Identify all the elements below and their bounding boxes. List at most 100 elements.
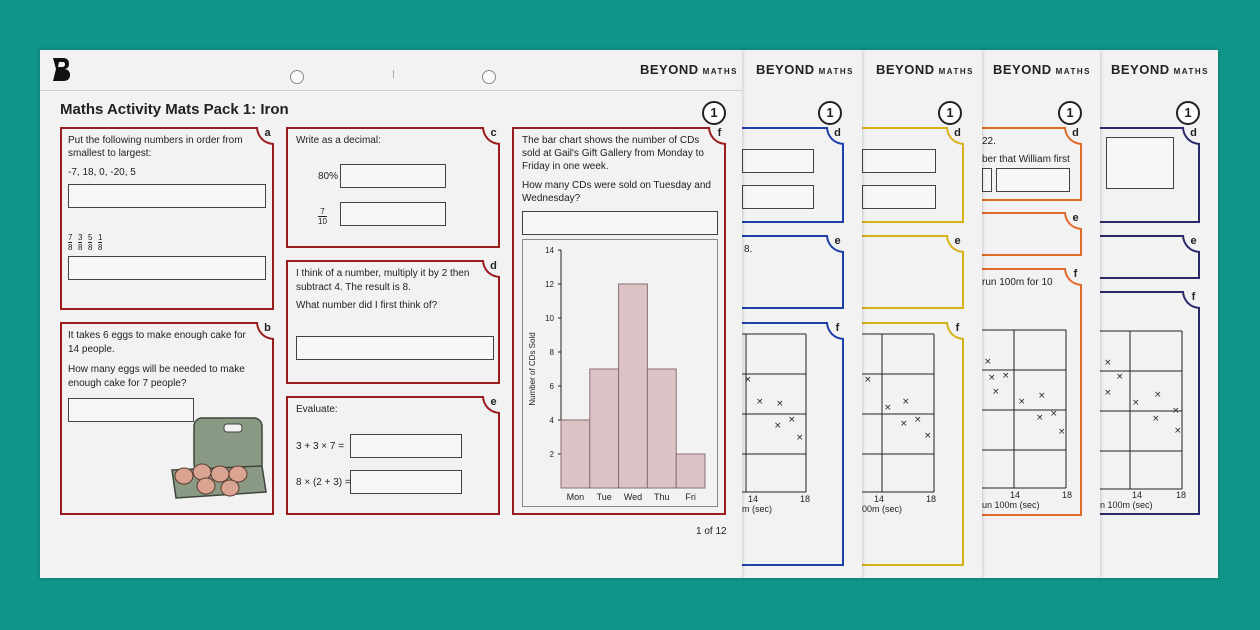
question-text: subtract 4. The result is 8. (296, 282, 411, 293)
question-tag: a (256, 127, 274, 145)
scatter-graph: ×××××× (742, 333, 807, 493)
question-text: The bar chart shows the number of CDs (522, 135, 700, 146)
question-tag: e (482, 396, 500, 414)
question-box-e: e (1100, 235, 1200, 279)
question-box-f: f run 100m for 10 × × × × × × × × × 14 18 un 100… (982, 268, 1082, 516)
answer-box[interactable] (862, 149, 936, 173)
brand-logo: BEYOND MATHS (993, 62, 1091, 77)
x-axis-label: 00m (sec) (862, 504, 903, 514)
svg-text:×: × (788, 415, 796, 425)
svg-text:×: × (1058, 427, 1066, 437)
svg-text:×: × (1018, 397, 1026, 407)
y-tick-label: 10 (545, 314, 554, 323)
question-box-b: b It takes 6 eggs to make enough cake fo… (60, 322, 274, 515)
expression: 8 × (2 + 3) = (296, 477, 351, 488)
header-divider (40, 90, 742, 91)
level-badge: 1 (702, 101, 726, 125)
y-tick-label: 14 (545, 246, 554, 255)
x-axis-label: un 100m (sec) (982, 500, 1040, 510)
question-text: It takes 6 eggs to make enough cake for (68, 330, 246, 341)
bar-tue (589, 368, 620, 489)
number-list: -7, 18, 0, -20, 5 (68, 167, 136, 178)
question-box-d: d I think of a number, multiply it by 2 … (286, 260, 500, 384)
answer-box[interactable] (340, 164, 446, 188)
svg-text:×: × (924, 431, 932, 441)
svg-text:×: × (884, 403, 892, 413)
page-title: Maths Activity Mats Pack 1: Iron (60, 101, 289, 118)
svg-text:×: × (776, 399, 784, 409)
question-tag: d (482, 260, 500, 278)
question-text: enough cake for 7 people? (68, 378, 187, 389)
question-box-c: c Write as a decimal: 80% 7 10 (286, 127, 500, 248)
svg-text:×: × (796, 433, 804, 443)
svg-text:×: × (900, 419, 908, 429)
question-box-e: e (862, 235, 964, 309)
level-badge: 1 (938, 101, 962, 125)
question-text: 14 people. (68, 344, 115, 355)
question-text: Evaluate: (296, 404, 338, 415)
question-box-e: e (982, 212, 1082, 256)
answer-box[interactable] (742, 185, 814, 209)
fold-mark (393, 70, 394, 78)
question-text: smallest to largest: (68, 148, 152, 159)
question-text: Put the following numbers in order from (68, 135, 243, 146)
x-tick: 18 (1176, 490, 1187, 500)
question-tag: c (482, 127, 500, 145)
brand-logo: BEYOND MATHS (640, 62, 738, 77)
svg-text:×: × (1104, 388, 1112, 398)
brand-logo: BEYOND MATHS (1111, 62, 1209, 77)
answer-box[interactable] (862, 185, 936, 209)
answer-box[interactable] (350, 434, 462, 458)
question-box-d: d (862, 127, 964, 223)
svg-text:×: × (1050, 409, 1058, 419)
svg-text:×: × (1038, 391, 1046, 401)
x-tick-label: Tue (597, 492, 612, 502)
page-indicator: 1 of 12 (696, 526, 727, 537)
question-text: Wednesday? (522, 193, 581, 204)
chart-frame: 2 4 6 8 10 12 14 Mon Tue Wed Thu Fri Number of CDs S… (522, 239, 718, 507)
answer-box[interactable] (1106, 137, 1174, 189)
question-text: 22. (982, 136, 996, 147)
answer-box[interactable] (350, 470, 462, 494)
answer-box[interactable] (68, 256, 266, 280)
answer-box[interactable] (982, 168, 992, 192)
question-tag: b (256, 322, 274, 340)
question-text: Friday in one week. (522, 161, 609, 172)
question-text: sold at Gail's Gift Gallery from Monday … (522, 148, 704, 159)
expression: 3 + 3 × 7 = (296, 441, 345, 452)
answer-box[interactable] (68, 184, 266, 208)
beyond-logo-icon (53, 58, 70, 81)
y-tick-label: 8 (550, 348, 555, 357)
svg-text:×: × (984, 357, 992, 367)
svg-text:×: × (1036, 413, 1044, 423)
activity-sheet-1: BEYOND MATHS 1 d e 8. f × × × × × × 14 18 m (s… (742, 50, 862, 578)
answer-box[interactable] (296, 336, 494, 360)
question-text: What number did I first think of? (296, 300, 438, 311)
y-tick-label: 6 (550, 382, 555, 391)
svg-text:×: × (744, 375, 752, 385)
answer-box[interactable] (68, 398, 194, 422)
answer-box[interactable] (522, 211, 718, 235)
bar-fri (675, 453, 706, 489)
question-text: 8. (744, 244, 753, 255)
svg-text:×: × (1132, 398, 1140, 408)
x-tick: 14 (748, 494, 759, 504)
answer-box[interactable] (996, 168, 1070, 192)
question-box-f: f × × × × × × 14 18 00m (sec) (862, 322, 964, 566)
cd-sales-bar-chart: 2 4 6 8 10 12 14 Mon Tue Wed Thu Fri Number of CDs S… (528, 246, 706, 502)
scatter-graph: ×× ××××× ×× (982, 329, 1067, 489)
question-box-d: d 22. ber that William first (982, 127, 1082, 201)
x-tick-label: Thu (654, 492, 670, 502)
activity-sheet-4: BEYOND MATHS 1 d e f × × × × × × × × 14 18 n 100… (1100, 50, 1218, 578)
answer-box[interactable] (742, 149, 814, 173)
answer-box[interactable] (340, 202, 446, 226)
activity-sheet-3: BEYOND MATHS 1 d 22. ber that William fir… (982, 50, 1100, 578)
scatter-graph: ×××××× (862, 333, 935, 493)
svg-text:×: × (1152, 414, 1160, 424)
svg-text:×: × (902, 397, 910, 407)
y-tick-label: 2 (550, 450, 555, 459)
svg-text:×: × (1116, 372, 1124, 382)
svg-text:×: × (988, 373, 996, 383)
